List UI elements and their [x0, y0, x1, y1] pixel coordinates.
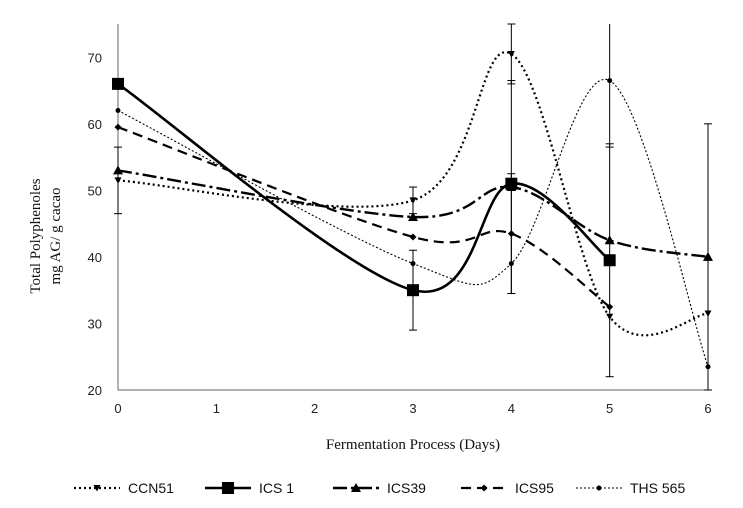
y-axis-title-line-1: Total Polyphenoles	[28, 178, 44, 293]
legend-swatch-marker	[480, 484, 488, 492]
data-point-ccn51	[114, 177, 122, 184]
y-axis-title-line-2: mg AG/ g cacao	[48, 187, 64, 284]
legend-swatch-marker	[351, 483, 361, 492]
data-point-ths-565	[607, 78, 613, 84]
y-tick-label: 20	[88, 383, 102, 398]
legend-label: CCN51	[128, 480, 174, 496]
legend-item-ics-1: ICS 1	[205, 480, 294, 496]
tick-labels: 0 1 2 3 4 5 6 20 30 40 50 60 70	[88, 50, 712, 416]
data-point-ics39	[604, 235, 615, 245]
data-point-ths-565	[115, 108, 121, 114]
data-point-ccn51	[606, 313, 614, 321]
data-point-ths-565	[410, 261, 416, 267]
legend-swatch-marker	[596, 485, 602, 491]
legend-item-ths-565: THS 565	[576, 480, 685, 496]
data-point-ics-1	[112, 77, 124, 90]
data-point-ths-565	[705, 364, 711, 370]
x-tick-label: 5	[606, 401, 613, 416]
data-point-ccn51	[704, 310, 712, 317]
series-markers	[112, 50, 713, 370]
y-tick-label: 50	[88, 183, 102, 198]
series-lines	[117, 51, 709, 367]
legend: CCN51 ICS 1 ICS39 ICS95 THS 565	[74, 480, 685, 496]
data-point-ics95	[409, 233, 417, 241]
y-tick-label: 30	[88, 316, 102, 331]
error-bars	[114, 23, 712, 391]
x-tick-label: 6	[704, 401, 711, 416]
data-point-ics-1	[407, 284, 419, 297]
data-point-ics39	[703, 251, 713, 261]
series-line-ics39	[117, 169, 709, 259]
legend-item-ics39: ICS39	[333, 480, 426, 496]
y-tick-label: 40	[88, 250, 102, 265]
data-point-ics95	[507, 230, 515, 238]
y-tick-label: 60	[88, 117, 102, 132]
data-point-ics95	[606, 303, 614, 311]
series-line-ics95	[117, 126, 611, 308]
data-point-ics-1	[603, 254, 616, 267]
data-point-ics39	[113, 165, 123, 175]
x-axis-title: Fermentation Process (Days)	[326, 437, 500, 453]
data-point-ths-565	[508, 261, 514, 267]
data-point-ics95	[114, 123, 122, 131]
legend-swatch-marker	[93, 485, 101, 492]
legend-label: ICS95	[515, 480, 554, 496]
data-point-ccn51	[409, 197, 417, 204]
x-tick-label: 0	[114, 401, 121, 416]
legend-item-ccn51: CCN51	[74, 480, 174, 496]
legend-label: ICS 1	[259, 480, 294, 496]
x-tick-label: 2	[311, 401, 318, 416]
data-point-ccn51	[507, 50, 515, 58]
legend-item-ics95: ICS95	[461, 480, 554, 496]
legend-swatch-marker	[222, 482, 234, 494]
series-line-ths-565	[117, 78, 709, 367]
x-tick-label: 4	[508, 401, 515, 416]
legend-label: ICS39	[387, 480, 426, 496]
data-point-ics39	[506, 182, 517, 192]
legend-label: THS 565	[630, 480, 685, 496]
y-tick-label: 70	[88, 50, 102, 65]
x-tick-label: 1	[213, 401, 220, 416]
x-tick-label: 3	[409, 401, 416, 416]
data-point-ics39	[408, 211, 418, 221]
series-line-ics-1	[117, 82, 611, 294]
